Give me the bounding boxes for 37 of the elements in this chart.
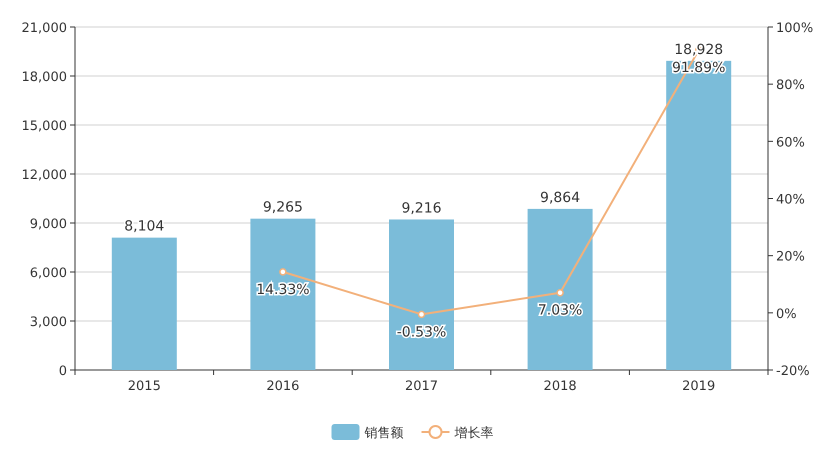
data-label: 7.03% bbox=[538, 302, 582, 319]
data-label: 9,864 bbox=[540, 190, 580, 206]
data-label: -0.53% bbox=[396, 324, 446, 340]
legend-label: 增长率 bbox=[454, 425, 494, 441]
y2-tick-label: 80% bbox=[776, 78, 805, 94]
data-label: 14.33% bbox=[256, 282, 310, 298]
x-tick-label: 2017 bbox=[404, 379, 438, 394]
point bbox=[279, 268, 287, 276]
x-tick-label: 2018 bbox=[544, 379, 577, 394]
y-tick-label: 0 bbox=[58, 364, 67, 379]
y2-tick-label: -20% bbox=[776, 364, 810, 379]
y-tick-label: 6,000 bbox=[30, 266, 67, 281]
y-tick-label: 9,000 bbox=[30, 217, 67, 232]
point bbox=[418, 310, 426, 318]
x-tick-label: 2016 bbox=[266, 379, 300, 394]
bar bbox=[666, 60, 732, 370]
y-tick-label: 3,000 bbox=[30, 315, 67, 330]
y2-tick-label: 40% bbox=[776, 192, 805, 208]
point bbox=[556, 288, 564, 296]
bar bbox=[528, 208, 593, 370]
bar bbox=[389, 219, 454, 370]
y-tick-label: 18,000 bbox=[22, 70, 67, 85]
data-label: 8,104 bbox=[124, 218, 164, 235]
y-tick-label: 15,000 bbox=[22, 119, 67, 134]
y2-tick-label: 100% bbox=[776, 21, 814, 36]
x-tick-label: 2019 bbox=[682, 379, 716, 394]
legend-label: 销售额 bbox=[364, 426, 404, 441]
data-label: 9,216 bbox=[401, 200, 442, 216]
y-tick-label: 21,000 bbox=[22, 21, 67, 36]
y2-tick-label: 60% bbox=[776, 135, 805, 150]
y2-tick-label: 20% bbox=[776, 250, 805, 265]
y-tick-label: 12,000 bbox=[22, 168, 67, 183]
bar bbox=[250, 218, 316, 370]
bar bbox=[112, 238, 177, 370]
y2-tick-label: 0% bbox=[776, 306, 797, 322]
x-tick-label: 2015 bbox=[128, 379, 161, 394]
data-label: 9,265 bbox=[262, 200, 303, 216]
